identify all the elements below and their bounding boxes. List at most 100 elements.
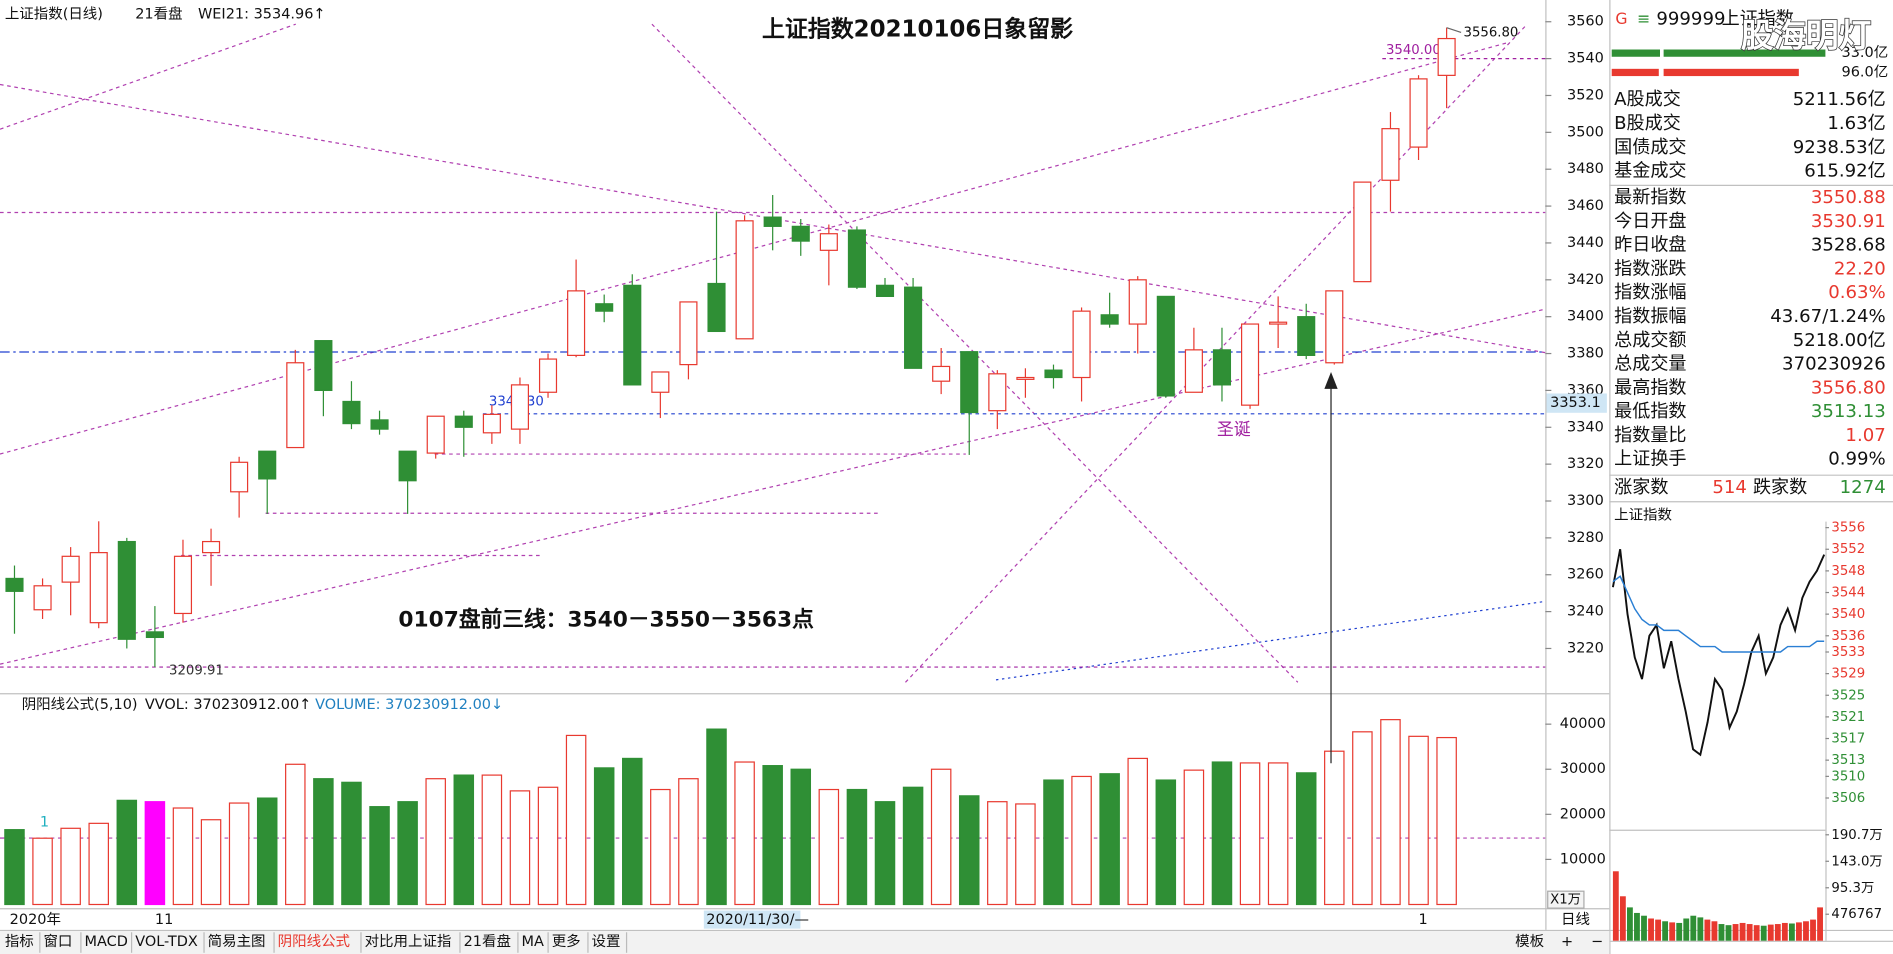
candle-body bbox=[960, 351, 979, 414]
toolbar-tab[interactable]: 21看盘 bbox=[464, 932, 511, 950]
candle-body bbox=[763, 216, 782, 227]
panel-code: 999999 bbox=[1656, 8, 1725, 29]
volume-bar bbox=[706, 728, 727, 906]
candle-body bbox=[932, 365, 951, 382]
breadth-value: 1274 bbox=[1840, 477, 1886, 498]
flow-value: 96.0亿 bbox=[1841, 63, 1888, 80]
intraday-volume bbox=[1767, 924, 1774, 941]
y-tick-label: 3220 bbox=[1567, 640, 1604, 656]
y-tick-label: 476767 bbox=[1831, 907, 1882, 922]
intraday-volume bbox=[1774, 924, 1781, 941]
cursor-value-box bbox=[1546, 393, 1607, 413]
candle-body bbox=[61, 555, 80, 583]
intraday-volume bbox=[1746, 924, 1753, 941]
toolbar-button[interactable]: 模板 bbox=[1515, 932, 1544, 950]
chart-header: WEI21: 3534.96↑ bbox=[198, 6, 326, 22]
y-tick-label: 3540 bbox=[1831, 607, 1865, 622]
chart-header[interactable]: 21看盘 bbox=[135, 4, 182, 22]
volume-bar bbox=[818, 788, 840, 906]
y-tick-label: 143.0万 bbox=[1831, 854, 1882, 869]
y-tick-label: 3300 bbox=[1567, 493, 1604, 509]
y-tick-label: 3556 bbox=[1831, 521, 1865, 536]
row-value: 43.67/1.24% bbox=[1770, 306, 1885, 327]
toolbar-tab[interactable]: 设置 bbox=[592, 933, 621, 950]
toolbar-tab[interactable]: 窗口 bbox=[43, 932, 72, 950]
row-label: A股成交 bbox=[1614, 89, 1681, 110]
annotation: 圣诞 bbox=[1217, 419, 1251, 439]
flow-bar bbox=[1663, 49, 1826, 57]
intraday-volume bbox=[1690, 915, 1697, 941]
candle-body bbox=[1128, 279, 1147, 325]
candle-body bbox=[426, 415, 445, 454]
volume-bar bbox=[32, 837, 53, 906]
chart-header: 上证指数(日线) bbox=[5, 5, 103, 22]
toolbar-tab[interactable]: VOL-TDX bbox=[135, 934, 198, 950]
intraday-volume bbox=[1619, 896, 1626, 941]
panel-icon: G bbox=[1615, 9, 1627, 28]
candle-body bbox=[1325, 290, 1344, 364]
toolbar-button[interactable]: + bbox=[1561, 934, 1573, 950]
row-label: 指数量比 bbox=[1614, 425, 1686, 446]
annotation: 0107盘前三线：3540－3550－3563点 bbox=[398, 607, 814, 633]
row-value: 0.63% bbox=[1828, 282, 1886, 303]
y-tick-label: 3320 bbox=[1567, 456, 1604, 472]
intraday-volume bbox=[1669, 922, 1676, 941]
intraday-volume bbox=[1718, 924, 1725, 941]
cursor-date-box bbox=[703, 910, 801, 929]
peak-label: 3556.80 bbox=[1464, 25, 1519, 40]
intraday-volume bbox=[1704, 919, 1711, 941]
period-label[interactable]: 日线 bbox=[1561, 911, 1590, 928]
volume-bar bbox=[1295, 772, 1317, 906]
toolbar-button[interactable]: − bbox=[1591, 934, 1603, 950]
volume-bar bbox=[1239, 762, 1261, 906]
toolbar-tab[interactable]: 对比用上证指 bbox=[365, 933, 452, 950]
volume-bar bbox=[987, 801, 1008, 906]
trend-line bbox=[0, 308, 1546, 665]
candle-body bbox=[567, 290, 586, 356]
intraday-volume bbox=[1760, 925, 1767, 941]
row-value: 3550.88 bbox=[1811, 187, 1886, 208]
intraday-line bbox=[1611, 549, 1826, 757]
toolbar-tab[interactable]: 更多 bbox=[552, 933, 581, 950]
volume-bar bbox=[116, 799, 138, 906]
row-label: 基金成交 bbox=[1614, 161, 1686, 182]
y-tick-label: 3544 bbox=[1831, 586, 1865, 601]
y-tick-label: 3536 bbox=[1831, 629, 1865, 644]
volume-bar bbox=[622, 757, 643, 906]
y-tick-label: 3440 bbox=[1567, 235, 1604, 251]
toolbar-tab[interactable]: 阴阳线公式 bbox=[278, 933, 350, 950]
volume-bar bbox=[565, 734, 587, 906]
row-value: 370230926 bbox=[1782, 354, 1886, 375]
volume-header: VOLUME: 370230912.00↓ bbox=[315, 697, 503, 713]
y-tick-label: 3540 bbox=[1567, 51, 1604, 67]
toolbar-tab[interactable]: 简易主图 bbox=[208, 933, 266, 950]
y-tick-label: 3480 bbox=[1567, 161, 1604, 177]
y-tick-label: 3240 bbox=[1567, 604, 1604, 620]
y-tick-label: 3513 bbox=[1831, 753, 1865, 768]
volume-bar bbox=[1352, 731, 1373, 906]
row-label: 最高指数 bbox=[1614, 377, 1686, 398]
intraday-volume bbox=[1803, 921, 1809, 941]
y-tick-label: 40000 bbox=[1560, 716, 1606, 732]
toolbar-tab[interactable]: MACD bbox=[85, 934, 128, 950]
y-tick-label: 3460 bbox=[1567, 198, 1604, 214]
row-value: 1.07 bbox=[1845, 425, 1885, 446]
candle-body bbox=[454, 415, 473, 428]
row-label: 指数涨幅 bbox=[1614, 282, 1686, 303]
cursor-date: 2020/11/30/— bbox=[706, 912, 809, 928]
toolbar-tab[interactable]: MA bbox=[522, 934, 544, 950]
row-label: 指数涨跌 bbox=[1614, 258, 1686, 279]
candle-body bbox=[230, 461, 249, 493]
x-tick-label: 1 bbox=[1419, 912, 1428, 928]
x-tick-label: 2020年 bbox=[10, 911, 61, 928]
level-label: 3540.00 bbox=[1386, 43, 1441, 58]
intraday-volume bbox=[1697, 917, 1704, 941]
volume-bar bbox=[313, 778, 334, 906]
y-tick-label: 20000 bbox=[1560, 806, 1606, 822]
candle-body bbox=[5, 577, 24, 592]
toolbar-tab[interactable]: 指标 bbox=[5, 933, 34, 950]
main-chart: 3220324032603280330033203340336033803400… bbox=[0, 14, 1607, 929]
volume-bar bbox=[874, 801, 896, 906]
